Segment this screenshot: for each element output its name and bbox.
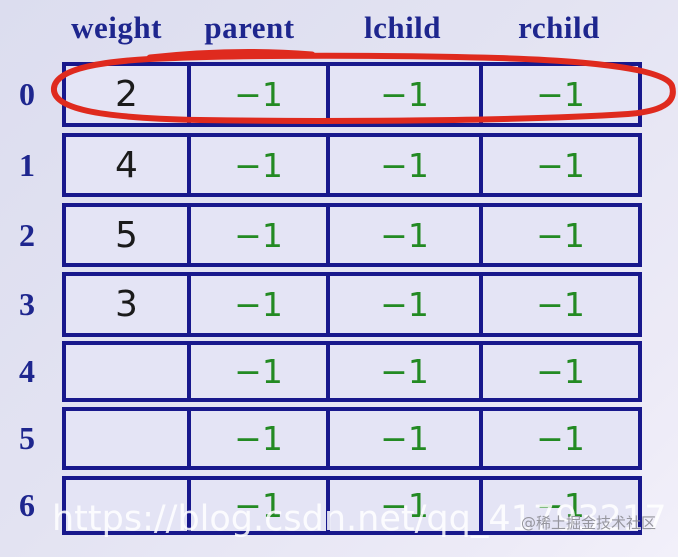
column-header-lchild: lchild <box>363 10 442 45</box>
cell-parent: −1 <box>187 207 326 263</box>
column-header-rchild: rchild <box>518 10 600 45</box>
cell-rchild: −1 <box>479 137 638 193</box>
cell-weight: 5 <box>115 214 138 256</box>
cell-weight: 4 <box>115 144 138 186</box>
cell-weight <box>66 345 187 398</box>
cell-lchild: −1 <box>326 411 479 466</box>
table-row: 3 −1 −1 −1 <box>62 272 642 337</box>
juejin-community-watermark: @稀土掘金技术社区 <box>520 514 656 532</box>
table-row: 4 −1 −1 −1 <box>62 133 642 197</box>
csdn-url-watermark: https://blog.csdn.net/qq_41793217 <box>52 499 667 539</box>
table-row: −1 −1 −1 <box>62 407 642 470</box>
column-header-parent: parent <box>204 10 295 45</box>
cell-weight: 3 <box>115 284 138 325</box>
cell-rchild: −1 <box>479 276 638 333</box>
table-row: 2 −1 −1 −1 <box>62 62 642 127</box>
row-index-label: 1 <box>19 146 35 183</box>
row-index-label: 3 <box>19 286 35 322</box>
row-index-label: 6 <box>19 487 35 523</box>
cell-parent: −1 <box>187 276 326 333</box>
cell-lchild: −1 <box>326 480 479 531</box>
cell-parent: −1 <box>187 137 326 193</box>
cell-rchild: −1 <box>479 411 638 466</box>
cell-lchild: −1 <box>326 207 479 263</box>
cell-weight <box>66 411 187 466</box>
cell-parent: −1 <box>187 66 326 123</box>
cell-parent: −1 <box>187 345 326 398</box>
cell-lchild: −1 <box>326 276 479 333</box>
column-header-weight: weight <box>71 10 162 45</box>
cell-rchild: −1 <box>479 66 638 123</box>
cell-lchild: −1 <box>326 66 479 123</box>
table-row: −1 −1 −1 <box>62 341 642 402</box>
cell-rchild: −1 <box>479 480 638 531</box>
cell-rchild: −1 <box>479 207 638 263</box>
row-index-label: 2 <box>19 216 35 253</box>
cell-rchild: −1 <box>479 345 638 398</box>
ellipse-overstroke <box>146 49 316 62</box>
table-row: −1 −1 −1 <box>62 476 642 535</box>
cell-parent: −1 <box>187 411 326 466</box>
row-index-label: 5 <box>19 420 35 456</box>
cell-lchild: −1 <box>326 137 479 193</box>
cell-lchild: −1 <box>326 345 479 398</box>
table-row: 5 −1 −1 −1 <box>62 203 642 267</box>
cell-parent: −1 <box>187 480 326 531</box>
row-index-label: 0 <box>19 76 35 112</box>
row-index-label: 4 <box>19 353 35 389</box>
cell-weight: 2 <box>115 74 138 115</box>
